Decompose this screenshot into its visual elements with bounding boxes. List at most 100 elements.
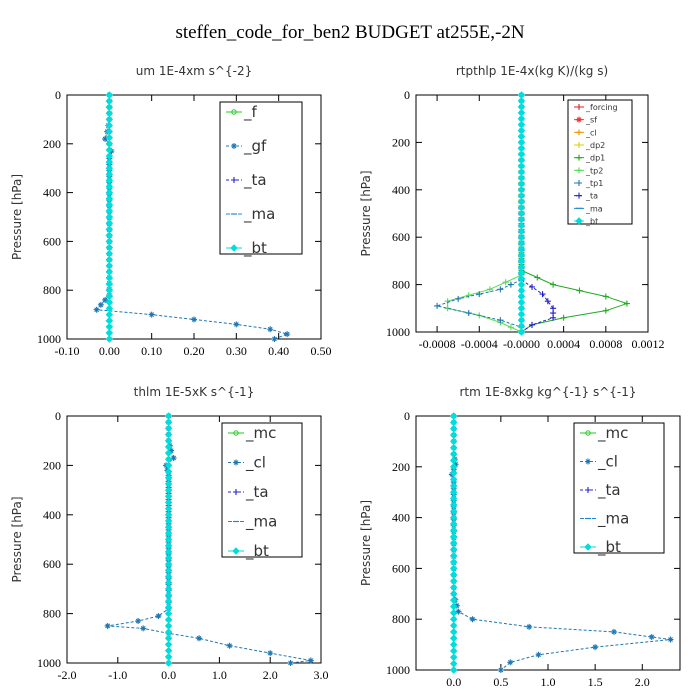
series-line	[435, 95, 522, 332]
legend-label: _ma	[597, 510, 629, 529]
x-tick-label: 1.0	[212, 668, 227, 682]
x-tick-label: 0.5	[493, 675, 508, 689]
data-point	[517, 132, 526, 141]
data-point	[450, 621, 458, 630]
y-tick-label: 0	[404, 88, 410, 102]
data-point	[164, 424, 173, 433]
legend-marker	[576, 116, 582, 123]
data-point	[105, 225, 114, 233]
x-tick-label: -0.0008	[419, 337, 456, 351]
data-point	[450, 418, 458, 427]
x-tick-label: 0.10	[141, 344, 162, 358]
data-point	[544, 298, 551, 305]
data-point	[450, 653, 458, 662]
data-point	[517, 109, 526, 117]
data-point	[450, 659, 458, 668]
data-point	[486, 286, 493, 293]
y-tick-label: 0	[55, 88, 61, 102]
data-point	[602, 307, 609, 314]
legend-marker	[231, 177, 237, 183]
data-point	[526, 623, 533, 630]
data-point	[450, 615, 458, 623]
series-bt	[450, 412, 458, 674]
x-tick-label: -2.0	[58, 668, 77, 682]
data-point	[105, 103, 114, 111]
data-point	[507, 281, 514, 288]
data-point	[287, 660, 294, 666]
plot-frame	[66, 415, 322, 664]
chart-panel-4: rtm 1E-8xkg kg^{-1} s^{-1} Pressure [hPa]…	[359, 385, 681, 689]
data-point	[450, 666, 458, 674]
legend-label: _bt	[243, 239, 267, 258]
data-point	[450, 545, 458, 554]
legend-label: _gf	[243, 137, 267, 156]
data-point	[517, 138, 526, 147]
data-point	[517, 186, 526, 194]
data-point	[267, 650, 274, 657]
data-point	[452, 461, 459, 468]
plot-frame	[415, 94, 649, 333]
legend-marker	[230, 244, 238, 252]
data-point	[469, 616, 476, 623]
data-point	[517, 203, 526, 212]
legend-label: _f	[243, 103, 258, 122]
legend-marker	[584, 543, 592, 551]
data-point	[539, 291, 546, 298]
y-tick-label: 800	[392, 612, 410, 626]
y-tick-label: 800	[43, 607, 61, 621]
data-point	[517, 150, 526, 158]
data-point	[529, 283, 535, 290]
legend-marker	[576, 154, 582, 161]
x-tick-label: 0.0	[161, 668, 176, 682]
data-point	[455, 295, 462, 302]
data-point	[105, 213, 114, 221]
data-point	[164, 412, 173, 420]
x-tick-label: 0.0012	[632, 337, 665, 351]
data-point	[102, 296, 109, 303]
legend-label: _bt	[585, 217, 598, 226]
x-tick-label: 2.0	[635, 675, 650, 689]
data-point	[105, 262, 114, 270]
y-axis-label: Pressure [hPa]	[10, 174, 24, 260]
data-point	[105, 97, 114, 105]
x-tick-label: 0.0	[446, 675, 461, 689]
data-point	[450, 532, 458, 541]
y-tick-label: 0	[404, 409, 410, 423]
data-point	[450, 437, 458, 446]
data-point	[465, 292, 472, 299]
legend-label: _ma	[243, 205, 275, 224]
data-point	[450, 634, 458, 642]
data-point	[450, 526, 458, 535]
legend-label: _mc	[245, 424, 276, 443]
data-point	[140, 625, 147, 632]
data-point	[517, 316, 526, 324]
data-point	[164, 498, 173, 507]
data-point	[497, 667, 504, 673]
x-tick-label: -1.0	[108, 668, 127, 682]
data-point	[105, 121, 114, 130]
data-point	[164, 418, 173, 426]
legend-marker	[575, 217, 583, 225]
y-tick-label: 800	[392, 278, 410, 292]
x-tick-label: 1.5	[588, 675, 603, 689]
legend: _f _gf _ta _ma _bt	[219, 101, 303, 258]
data-point	[497, 317, 504, 324]
data-point	[307, 657, 314, 664]
data-point	[576, 287, 583, 294]
data-point	[517, 91, 526, 99]
data-point	[550, 281, 557, 288]
data-point	[450, 539, 458, 547]
y-tick-label: 600	[43, 557, 61, 571]
data-point	[271, 336, 278, 342]
data-point	[105, 133, 114, 142]
data-point	[592, 644, 599, 651]
legend-label: _ta	[245, 483, 269, 502]
data-point	[560, 314, 567, 321]
data-point	[450, 551, 458, 560]
panel-title: thlm 1E-5xK s^{-1}	[134, 385, 255, 399]
data-point	[623, 300, 630, 307]
x-tick-label: 0.30	[226, 344, 247, 358]
panel-title: um 1E-4xm s^{-2}	[136, 64, 252, 78]
data-point	[267, 326, 274, 333]
data-point	[164, 430, 173, 439]
